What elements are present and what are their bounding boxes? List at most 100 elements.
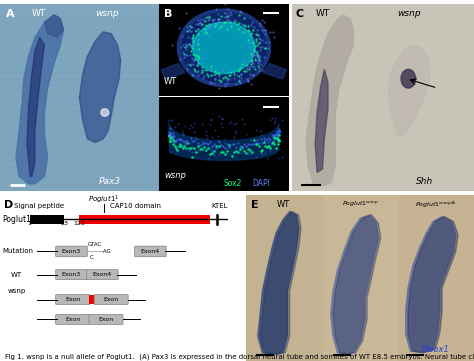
Text: Signal peptide: Signal peptide (14, 203, 64, 209)
Bar (79, 214, 210, 223)
Polygon shape (331, 215, 378, 355)
Bar (29, 214, 64, 223)
Text: Fig 1. wsnp is a null allele of Poglut1.  (A) Pax3 is expressed in the dorsal ne: Fig 1. wsnp is a null allele of Poglut1.… (5, 353, 474, 360)
Text: Pax3: Pax3 (99, 177, 120, 186)
Text: Sox2: Sox2 (224, 179, 242, 188)
Polygon shape (80, 32, 121, 143)
Bar (0, 41, 159, 47)
Bar (89, 295, 95, 304)
Text: Poglut1: Poglut1 (2, 214, 31, 223)
Text: WT: WT (32, 9, 46, 18)
Polygon shape (169, 124, 279, 160)
Polygon shape (193, 22, 255, 74)
Polygon shape (27, 38, 45, 176)
Bar (0, 91, 159, 97)
FancyBboxPatch shape (89, 314, 123, 325)
Bar (0, 104, 159, 110)
Text: 123: 123 (73, 221, 85, 226)
Bar (324, 195, 397, 361)
Text: Exon: Exon (65, 297, 80, 302)
Polygon shape (306, 15, 354, 186)
Text: Exon4: Exon4 (92, 272, 112, 277)
Bar (0, 97, 159, 104)
Text: E: E (251, 200, 259, 210)
Bar (0, 179, 159, 185)
Bar (0, 173, 159, 179)
Text: Exon: Exon (99, 317, 114, 322)
FancyBboxPatch shape (56, 246, 87, 257)
Text: DAPI: DAPI (253, 179, 271, 188)
Text: wsnp: wsnp (8, 288, 26, 294)
Text: 23: 23 (60, 221, 68, 226)
Text: 1: 1 (27, 221, 31, 226)
FancyBboxPatch shape (56, 314, 90, 325)
Bar (246, 195, 321, 361)
Polygon shape (80, 32, 121, 143)
Ellipse shape (101, 109, 109, 116)
FancyBboxPatch shape (56, 295, 90, 305)
Bar (0, 148, 159, 154)
Bar (0, 66, 159, 73)
Polygon shape (263, 64, 286, 79)
Bar (399, 195, 474, 361)
Text: Shh: Shh (416, 177, 433, 186)
Bar (0, 73, 159, 79)
Bar (0, 35, 159, 41)
Bar (0, 79, 159, 85)
Text: $Poglut1^{wsnp}$: $Poglut1^{wsnp}$ (342, 200, 379, 209)
Text: $Poglut1^1$: $Poglut1^1$ (88, 193, 119, 206)
Text: --------AG: --------AG (88, 249, 111, 254)
Text: WT: WT (276, 200, 290, 209)
Text: Exon3: Exon3 (62, 272, 81, 277)
Polygon shape (260, 212, 301, 355)
Bar (0, 85, 159, 91)
Polygon shape (182, 13, 266, 83)
Text: Exon: Exon (65, 317, 80, 322)
Polygon shape (388, 45, 430, 135)
Bar (0, 16, 159, 22)
Text: WT: WT (11, 271, 22, 278)
FancyBboxPatch shape (135, 246, 166, 257)
Text: wsnp: wsnp (95, 9, 119, 18)
FancyBboxPatch shape (56, 270, 87, 280)
Text: A: A (6, 9, 15, 19)
Bar (0, 154, 159, 160)
Polygon shape (406, 217, 456, 353)
Text: WT: WT (164, 78, 177, 87)
Text: Exon: Exon (103, 297, 119, 302)
Polygon shape (45, 15, 64, 38)
Text: B: B (164, 9, 173, 19)
Text: $Poglut1^{wsnp/\Delta}$: $Poglut1^{wsnp/\Delta}$ (415, 200, 456, 210)
Bar (0, 60, 159, 66)
FancyBboxPatch shape (94, 295, 128, 305)
Text: Meox1: Meox1 (421, 345, 449, 355)
Text: KTEL: KTEL (211, 203, 228, 209)
Text: C: C (90, 255, 94, 260)
Bar (0, 47, 159, 54)
Bar (0, 185, 159, 191)
Bar (0, 160, 159, 166)
FancyBboxPatch shape (87, 270, 118, 280)
Polygon shape (408, 217, 458, 353)
Bar (0, 54, 159, 60)
Bar (0, 4, 159, 10)
Text: C: C (295, 9, 303, 19)
Polygon shape (177, 9, 271, 86)
Bar (0, 29, 159, 35)
Text: WT: WT (315, 9, 329, 18)
Text: wsnp: wsnp (164, 171, 186, 180)
Bar (0, 129, 159, 135)
Bar (0, 10, 159, 16)
Bar (0, 122, 159, 129)
Text: D: D (4, 200, 13, 210)
Bar (0, 135, 159, 141)
Text: wsnp: wsnp (397, 9, 421, 18)
Bar (0, 141, 159, 148)
Text: Exon4: Exon4 (141, 249, 160, 254)
Text: GTAC: GTAC (88, 242, 102, 247)
Bar (0, 166, 159, 173)
Polygon shape (333, 215, 381, 355)
Text: CAP10 domain: CAP10 domain (110, 203, 161, 209)
Bar (0, 22, 159, 29)
Polygon shape (258, 212, 299, 355)
